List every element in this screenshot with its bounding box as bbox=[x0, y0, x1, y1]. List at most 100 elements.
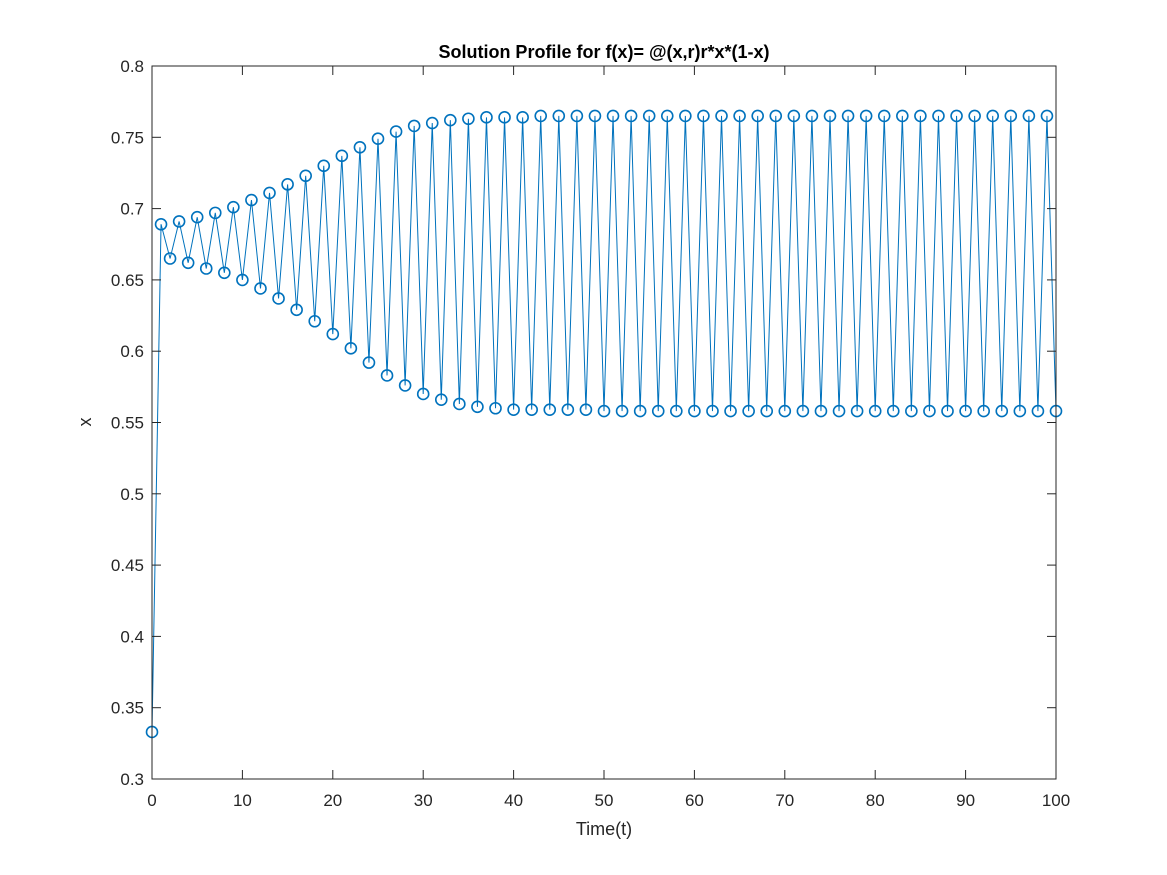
data-point bbox=[814, 404, 828, 418]
data-point bbox=[462, 112, 475, 126]
data-point bbox=[896, 109, 909, 123]
data-point bbox=[489, 401, 502, 415]
data-point bbox=[850, 404, 864, 418]
data-point bbox=[326, 327, 340, 341]
x-tick-label: 50 bbox=[595, 791, 614, 810]
data-point bbox=[868, 404, 882, 418]
y-tick-label: 0.6 bbox=[120, 342, 144, 361]
data-point bbox=[760, 404, 774, 418]
data-point bbox=[516, 111, 529, 124]
data-point bbox=[670, 404, 683, 418]
data-point bbox=[407, 119, 421, 133]
data-point bbox=[525, 403, 538, 416]
data-point bbox=[633, 404, 647, 418]
data-point bbox=[498, 111, 511, 124]
data-point bbox=[832, 404, 846, 418]
data-point bbox=[1031, 404, 1045, 418]
data-point bbox=[199, 262, 213, 275]
data-point bbox=[353, 140, 367, 154]
data-point bbox=[986, 109, 1000, 123]
data-point bbox=[272, 292, 285, 305]
data-point bbox=[534, 109, 548, 123]
data-point bbox=[308, 314, 322, 328]
data-point bbox=[299, 169, 312, 183]
data-point bbox=[1013, 404, 1027, 418]
data-point bbox=[398, 379, 412, 392]
x-tick-label: 80 bbox=[866, 791, 885, 810]
data-point bbox=[660, 109, 674, 123]
data-point bbox=[859, 109, 873, 123]
data-point bbox=[480, 111, 493, 124]
data-point bbox=[642, 109, 656, 123]
x-tick-label: 20 bbox=[323, 791, 342, 810]
data-point bbox=[606, 109, 620, 123]
y-axis-label: x bbox=[75, 418, 95, 427]
data-point bbox=[453, 397, 466, 411]
y-tick-label: 0.65 bbox=[111, 271, 144, 290]
data-point bbox=[724, 404, 737, 418]
data-point bbox=[941, 404, 954, 418]
x-tick-label: 30 bbox=[414, 791, 433, 810]
data-point bbox=[236, 273, 249, 287]
data-point bbox=[597, 404, 611, 418]
data-point bbox=[1004, 109, 1018, 123]
data-point bbox=[335, 149, 349, 163]
data-point bbox=[959, 404, 972, 418]
data-point bbox=[362, 356, 376, 369]
data-point bbox=[552, 109, 566, 123]
data-point bbox=[886, 404, 900, 418]
data-point bbox=[471, 400, 484, 414]
series-line bbox=[151, 115, 1057, 732]
plot-area bbox=[152, 66, 1056, 779]
y-tick-label: 0.35 bbox=[111, 699, 144, 718]
data-point bbox=[995, 404, 1009, 418]
data-point bbox=[570, 109, 584, 123]
data-point bbox=[208, 206, 222, 220]
series-layer bbox=[145, 109, 1063, 739]
data-point bbox=[444, 113, 457, 127]
data-point bbox=[163, 252, 177, 265]
y-axis-ticks: 0.3 0.35 0.4 0.45 0.5 0.55 0.6 0.65 0.7 0.75 0.8 bbox=[111, 57, 1056, 789]
x-tick-label: 90 bbox=[956, 791, 975, 810]
data-point bbox=[787, 109, 801, 123]
x-tick-label: 60 bbox=[685, 791, 704, 810]
chart-title: Solution Profile for f(x)= @(x,r)r*x*(1-… bbox=[438, 42, 769, 62]
data-point bbox=[290, 303, 303, 317]
data-point bbox=[769, 109, 783, 123]
x-tick-label: 0 bbox=[147, 791, 156, 810]
data-point bbox=[950, 109, 963, 123]
data-point bbox=[706, 404, 719, 418]
data-point bbox=[923, 404, 936, 418]
data-point bbox=[371, 132, 385, 146]
data-point bbox=[715, 109, 728, 123]
data-point bbox=[615, 404, 629, 418]
data-point bbox=[697, 109, 710, 123]
data-point bbox=[968, 109, 981, 123]
data-point bbox=[733, 109, 746, 123]
data-point bbox=[416, 387, 430, 401]
data-point bbox=[190, 210, 204, 224]
data-point bbox=[688, 404, 701, 418]
y-tick-label: 0.75 bbox=[111, 128, 144, 147]
data-point bbox=[877, 109, 891, 123]
data-point bbox=[389, 125, 403, 138]
data-point bbox=[751, 109, 764, 123]
data-point bbox=[227, 200, 240, 214]
x-axis-label: Time(t) bbox=[576, 819, 632, 839]
data-point bbox=[245, 193, 258, 207]
data-point bbox=[181, 256, 195, 270]
data-point bbox=[154, 217, 168, 231]
data-point bbox=[561, 403, 575, 416]
y-tick-label: 0.3 bbox=[120, 770, 144, 789]
data-point bbox=[172, 215, 186, 228]
data-point bbox=[823, 109, 837, 123]
data-point bbox=[434, 393, 448, 406]
data-point bbox=[905, 404, 918, 418]
data-point bbox=[317, 159, 331, 173]
y-tick-label: 0.4 bbox=[120, 627, 144, 646]
x-tick-label: 70 bbox=[775, 791, 794, 810]
data-point bbox=[679, 109, 692, 123]
data-point bbox=[1040, 109, 1054, 123]
y-tick-label: 0.8 bbox=[120, 57, 144, 76]
